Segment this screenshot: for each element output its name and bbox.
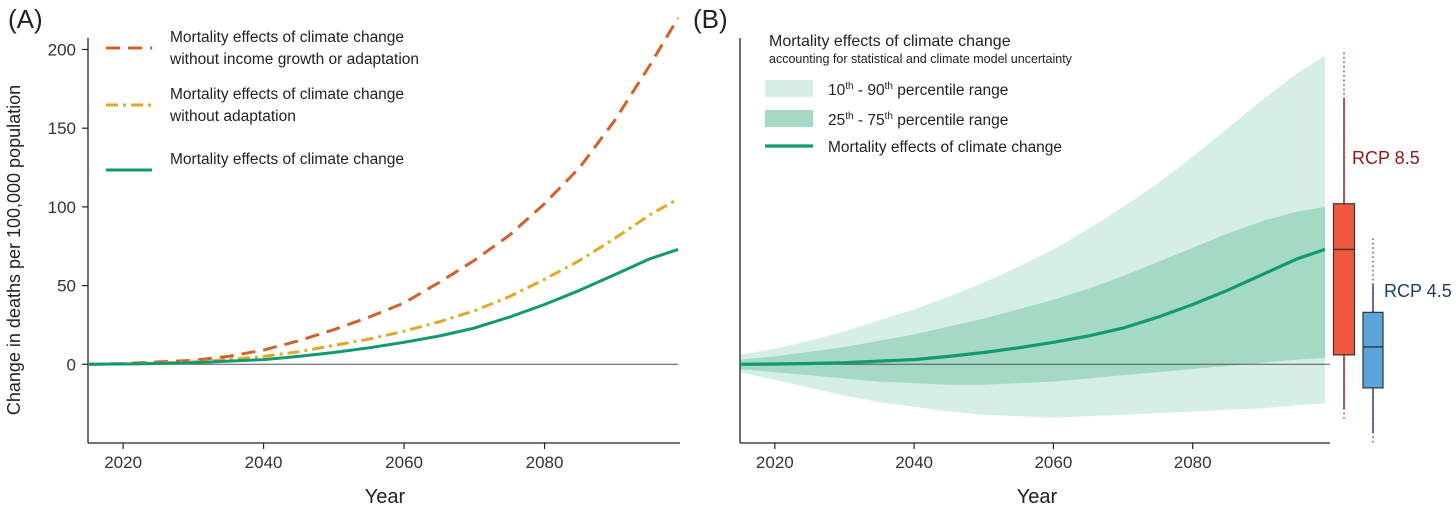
panel-b: (B) Mortality effects of climate change …	[693, 4, 1452, 508]
panel-a-x-tick-label: 2060	[385, 453, 423, 472]
panel-b-title: Mortality effects of climate change	[769, 33, 1011, 50]
panel-b-legend-label: 25th - 75th percentile range	[828, 111, 1008, 129]
panel-b-series-line-0	[739, 247, 1326, 366]
panel-b-band-1	[740, 206, 1325, 385]
boxplot-label: RCP 8.5	[1352, 148, 1420, 168]
panel-a: (A) 0 50 100 150 200 2020 2040 2060 2080 Year Ch…	[4, 4, 680, 508]
panel-b-x-axis-label: Year	[1017, 486, 1058, 508]
superscript: th	[845, 111, 853, 122]
panel-a-x-tick-label: 2020	[104, 453, 142, 472]
panel-a-y-axis-label: Change in deaths per 100,000 population	[4, 85, 24, 415]
panel-a-x-tick-label: 2040	[245, 453, 283, 472]
panel-a-y-tick-label: 0	[67, 355, 76, 374]
panel-a-x-tick-label: 2080	[526, 453, 564, 472]
label-part: percentile range	[893, 112, 1008, 129]
panel-b-plot-area: 2020 2040 2060 2080	[739, 38, 1330, 472]
label-part: - 75	[854, 112, 885, 129]
superscript: th	[885, 81, 893, 92]
panel-a-legend-label: Mortality effects of climate change	[170, 151, 404, 168]
panel-b-subtitle: accounting for statistical and climate m…	[769, 52, 1073, 66]
label-part: 10	[828, 82, 846, 99]
boxplot-label: RCP 4.5	[1384, 281, 1452, 301]
label-part: - 90	[854, 82, 885, 99]
panel-a-series-line-0	[87, 17, 680, 366]
panel-b-x-tick-label: 2020	[756, 453, 794, 472]
panel-b-legend-label: Mortality effects of climate change	[828, 139, 1062, 156]
panel-a-y-tick-label: 50	[57, 277, 76, 296]
boxplot-box	[1332, 203, 1356, 356]
panel-a-y-tick-label: 100	[48, 198, 76, 217]
panel-b-x-tick-label: 2060	[1034, 453, 1072, 472]
label-part: 25	[828, 112, 845, 129]
panel-b-legend-swatch-band	[765, 80, 813, 97]
panel-b-legend-swatch-band	[765, 110, 813, 127]
panel-a-y-tick-label: 200	[48, 40, 76, 59]
panel-a-series-line-2	[87, 247, 679, 366]
panel-a-legend-label: Mortality effects of climate change	[170, 86, 404, 103]
panel-a-label: (A)	[8, 4, 43, 34]
superscript: th	[845, 81, 853, 92]
label-part: percentile range	[893, 82, 1008, 99]
superscript: th	[885, 111, 893, 122]
panel-a-legend: Mortality effects of climate change witho…	[106, 29, 419, 172]
panel-a-series-line-1	[87, 197, 679, 366]
panel-b-legend-label: 10th - 90th percentile range	[828, 81, 1008, 99]
panel-a-y-tick-label: 150	[48, 119, 76, 138]
panel-a-plot-area: 0 50 100 150 200 2020 2040 2060 2080	[48, 17, 680, 472]
panel-a-legend-label: without income growth or adaptation	[169, 51, 419, 68]
panel-a-legend-label: Mortality effects of climate change	[170, 29, 404, 46]
panel-b-label: (B)	[693, 4, 728, 34]
panel-a-legend-label: without adaptation	[169, 108, 296, 125]
boxplot-box	[1362, 311, 1384, 389]
panel-a-x-axis-label: Year	[365, 486, 406, 508]
panel-b-x-tick-label: 2040	[895, 453, 933, 472]
panel-b-boxplots: RCP 8.5 RCP 4.5	[1332, 52, 1452, 443]
panel-b-x-tick-label: 2080	[1174, 453, 1212, 472]
